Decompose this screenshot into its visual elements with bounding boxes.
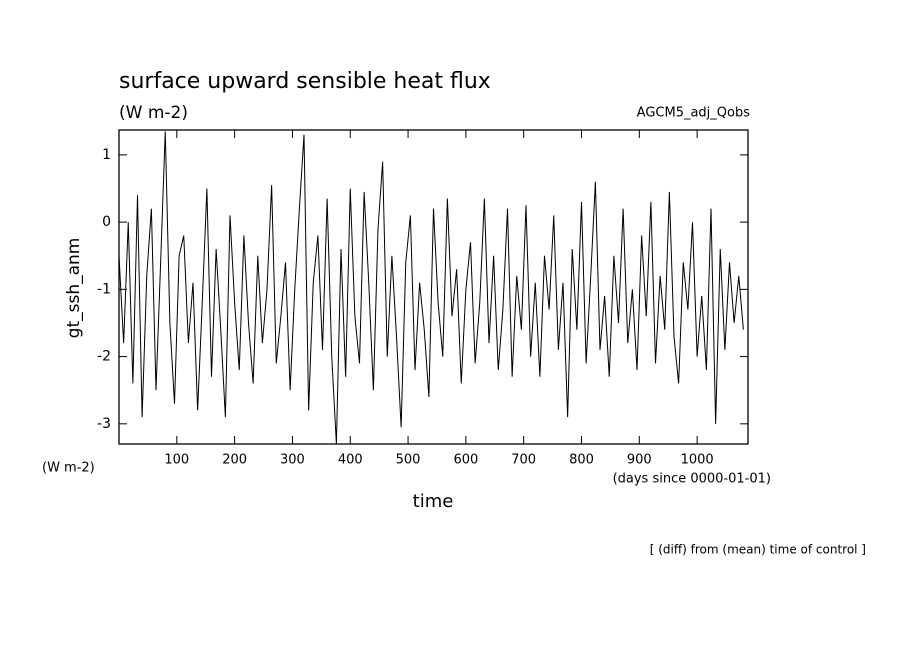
y-tick-label: 1	[102, 147, 111, 163]
x-tick-label: 900	[627, 453, 652, 468]
chart-title: surface upward sensible heat flux	[119, 69, 491, 94]
x-units: (days since 0000-01-01)	[613, 472, 771, 487]
x-tick-label: 400	[338, 453, 363, 468]
chart-subtitle: (W m-2)	[119, 103, 188, 123]
x-tick-label: 600	[453, 453, 478, 468]
x-tick-label: 500	[396, 453, 421, 468]
x-tick-label: 800	[569, 453, 594, 468]
y-tick-label: 0	[102, 214, 111, 230]
x-tick-label: 1000	[681, 453, 714, 468]
x-tick-label: 300	[280, 453, 305, 468]
y-axis-label: gt_ssh_anm	[64, 238, 84, 339]
y-tick-label: -1	[97, 281, 111, 297]
y-tick-label: -3	[97, 416, 111, 432]
y-tick-label: -2	[97, 349, 111, 365]
footnote: [ (diff) from (mean) time of control ]	[650, 543, 866, 557]
annotation: AGCM5_adj_Qobs	[637, 106, 751, 121]
x-tick-label: 200	[222, 453, 247, 468]
plot-frame	[118, 129, 749, 445]
y-units: (W m-2)	[42, 461, 95, 476]
x-tick-label: 700	[511, 453, 536, 468]
x-axis-label: time	[413, 491, 454, 512]
data-line	[118, 131, 744, 445]
x-tick-label: 100	[164, 453, 189, 468]
